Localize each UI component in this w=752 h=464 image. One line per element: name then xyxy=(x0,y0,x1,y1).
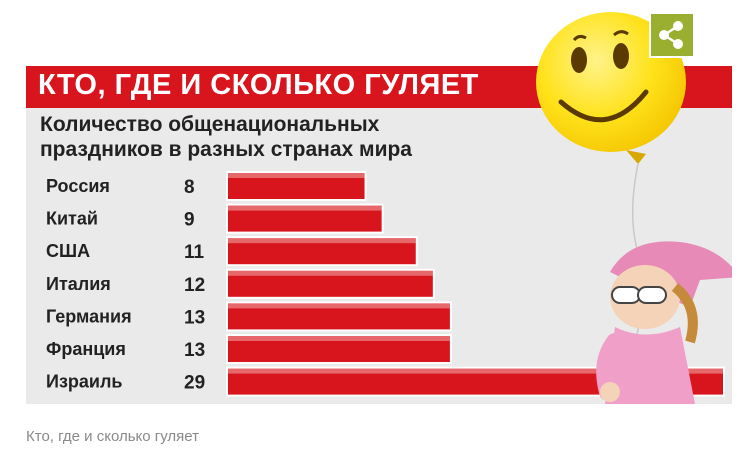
value-label: 12 xyxy=(184,275,205,296)
category-label: Франция xyxy=(46,339,126,359)
bar-highlight xyxy=(228,368,723,374)
chart-title: КТО, ГДЕ И СКОЛЬКО ГУЛЯЕТ xyxy=(38,69,479,101)
chart-subtitle: Количество общенациональных праздников в… xyxy=(40,112,560,162)
bar-highlight xyxy=(228,173,365,178)
subtitle-line-2: праздников в разных странах мира xyxy=(40,138,412,161)
value-label: 29 xyxy=(184,373,205,394)
category-label: США xyxy=(46,241,90,261)
share-button[interactable] xyxy=(649,12,695,58)
child-illustration xyxy=(596,241,732,404)
infographic: КТО, ГДЕ И СКОЛЬКО ГУЛЯЕТ Количество общ… xyxy=(26,12,732,404)
share-icon xyxy=(659,21,683,49)
category-label: Израиль xyxy=(46,372,122,392)
category-label: Германия xyxy=(46,306,132,326)
image-caption: Кто, где и сколько гуляет xyxy=(26,428,200,445)
category-label: Россия xyxy=(46,176,110,196)
value-label: 13 xyxy=(184,340,205,361)
category-label: Италия xyxy=(46,274,111,294)
bar-highlight xyxy=(228,205,382,211)
smiley-face-icon xyxy=(558,30,649,164)
bar-highlight xyxy=(228,238,416,244)
value-label: 11 xyxy=(184,242,205,263)
category-label: Китай xyxy=(46,209,98,229)
value-label: 9 xyxy=(184,210,195,231)
value-label: 8 xyxy=(184,177,195,198)
bar-highlight xyxy=(228,270,433,276)
value-label: 13 xyxy=(184,307,205,328)
bar-highlight xyxy=(228,303,450,309)
subtitle-line-1: Количество общенациональных xyxy=(40,113,380,136)
bar-highlight xyxy=(228,336,450,341)
